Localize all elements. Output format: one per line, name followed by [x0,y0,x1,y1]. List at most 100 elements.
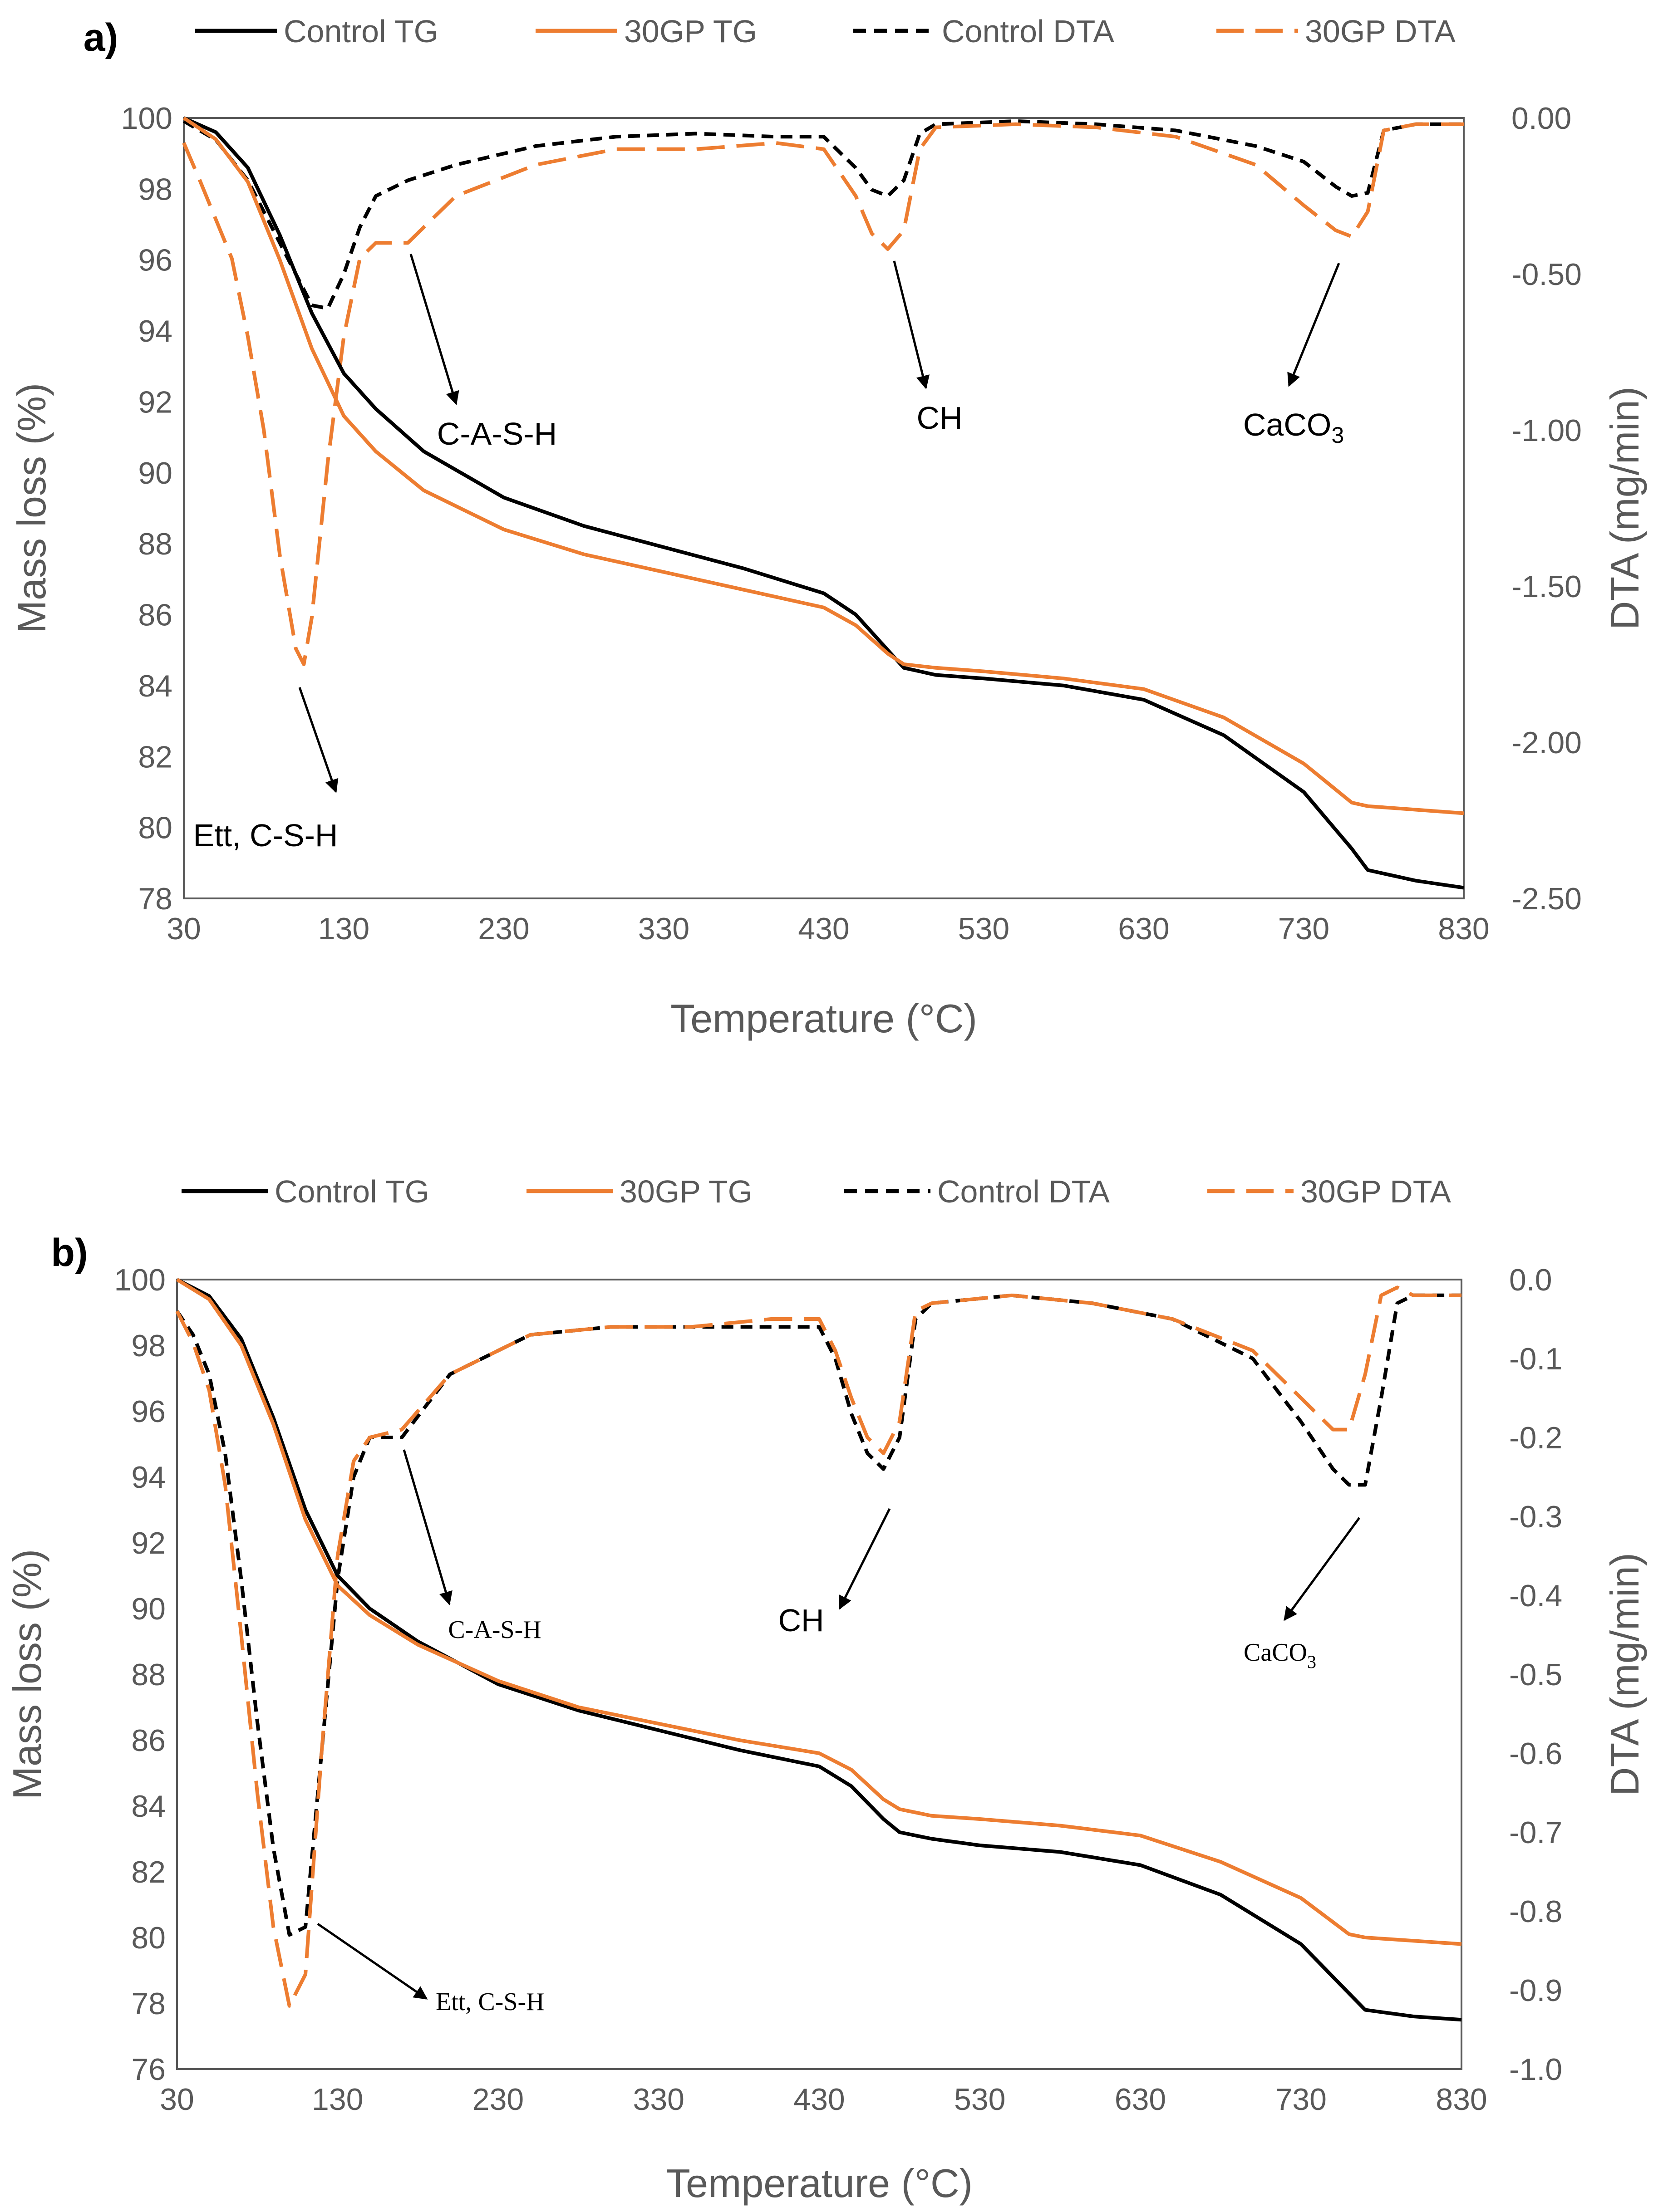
y-tick-label: 96 [138,243,172,278]
x-tick-label: 830 [1436,2082,1487,2117]
x-tick-label: 230 [472,2082,524,2117]
x-tick-label: 730 [1275,2082,1327,2117]
y-tick-label: 100 [114,1263,166,1297]
panel-a-series [182,116,1464,890]
panel-a-y2-ticks: -2.50 -2.00 -1.50 -1.00 -0.50 0.00 [1511,101,1582,916]
legend-b-gp-dta: 30GP DTA [1300,1174,1451,1209]
x-tick-label: 30 [160,2082,194,2117]
annotation-arrow [1287,263,1340,387]
y-tick-label: 98 [131,1329,166,1363]
series-line-control-dta [175,1293,1461,1937]
y-tick-label: 90 [131,1592,166,1626]
series-line-control-dta [182,119,1464,310]
y-tick-label: 100 [121,101,172,136]
x-tick-label: 130 [312,2082,363,2117]
annotation-label: Ett, C-S-H [436,1988,545,2016]
y2-tick-label: -0.6 [1509,1736,1562,1771]
panel-a-x-ticks: 30 130 230 330 430 530 630 730 830 [167,912,1490,946]
legend-a-gp-tg: 30GP TG [624,14,757,49]
y2-tick-label: -1.0 [1509,2052,1562,2087]
x-tick-label: 430 [793,2082,845,2117]
annotation-arrow [409,254,459,405]
y2-tick-label: -1.50 [1511,569,1582,604]
y2-tick-label: -0.8 [1509,1894,1562,1929]
y-tick-label: 98 [138,172,172,206]
panel-a-y-ticks: 78 80 82 84 86 88 90 92 94 96 98 100 [121,101,172,916]
legend-a-control-tg: Control TG [284,14,438,49]
y-tick-label: 88 [131,1658,166,1692]
panel-b-y2-title: DTA (mg/min) [1602,1553,1647,1796]
panel-a: a) Control TG 30GP TG Control DTA 30GP D… [9,14,1647,1041]
annotation-arrow [893,260,930,389]
y-tick-label: 90 [138,456,172,490]
panel-a-legend: Control TG 30GP TG Control DTA 30GP DTA [195,14,1456,49]
annotation-arrow [298,687,339,793]
y-tick-label: 82 [131,1855,166,1889]
annotation-label: CH [778,1603,824,1638]
y2-tick-label: -0.2 [1509,1421,1562,1455]
y-tick-label: 78 [138,882,172,916]
annotation-label: CaCO3 [1244,1638,1316,1672]
panel-b-annotations: Ett, C-S-H C-A-S-H CH CaCO3 [317,1449,1361,2016]
panel-b-letter: b) [51,1231,88,1275]
x-tick-label: 330 [638,912,689,946]
annotation-label: C-A-S-H [437,416,557,451]
y2-tick-label: -0.9 [1509,1973,1562,2008]
y-tick-label: 84 [138,669,172,703]
y2-tick-label: -0.1 [1509,1342,1562,1376]
x-tick-label: 330 [633,2082,684,2117]
annotation-label: CaCO3 [1243,407,1344,448]
panel-b-y-ticks: 76 78 80 82 84 86 88 90 92 94 96 98 100 [114,1263,166,2087]
panel-a-x-title: Temperature (°C) [670,996,977,1041]
legend-a-gp-dta: 30GP DTA [1305,14,1456,49]
y2-tick-label: -0.7 [1509,1815,1562,1850]
legend-b-control-tg: Control TG [275,1174,429,1209]
legend-b-control-dta: Control DTA [937,1174,1110,1209]
panel-a-letter: a) [84,16,118,59]
y2-tick-label: 0.0 [1509,1263,1552,1297]
series-line-30gp-dta [182,122,1464,666]
series-line-control-tg [183,116,1464,890]
annotation-label: C-A-S-H [448,1616,541,1644]
y2-tick-label: -0.5 [1509,1658,1562,1692]
x-tick-label: 630 [1118,912,1169,946]
panel-b-x-title: Temperature (°C) [666,2161,973,2206]
x-tick-label: 630 [1115,2082,1166,2117]
series-line-30gp-dta [175,1285,1461,2008]
panel-b-x-ticks: 30 130 230 330 430 530 630 730 830 [160,2082,1487,2117]
annotation-arrow [838,1508,891,1610]
y-tick-label: 94 [138,314,172,348]
annotation-arrow [403,1449,453,1605]
plot-area-a [183,117,1465,899]
y2-tick-label: -0.50 [1511,257,1582,292]
panel-b-series [175,1278,1462,2022]
x-tick-label: 530 [958,912,1009,946]
panel-a-y-title: Mass loss (%) [9,383,54,634]
series-line-30gp-tg [182,116,1464,815]
annotation-arrow [1283,1517,1361,1621]
annotation-label: CH [916,400,962,436]
y-tick-label: 86 [131,1723,166,1758]
x-tick-label: 830 [1438,912,1489,946]
panel-b: b) Control TG 30GP TG Control DTA 30GP D… [5,1174,1647,2206]
series-line-30gp-tg [176,1278,1462,1946]
y2-tick-label: -2.50 [1511,882,1582,916]
y-tick-label: 82 [138,740,172,774]
legend-a-control-dta: Control DTA [942,14,1114,49]
x-tick-label: 230 [478,912,529,946]
annotation-arrow [317,1923,428,2000]
y-tick-label: 92 [131,1526,166,1560]
y2-tick-label: -1.00 [1511,413,1582,448]
x-tick-label: 30 [167,912,201,946]
x-tick-label: 530 [954,2082,1005,2117]
series-line-control-tg [176,1278,1462,2022]
y-tick-label: 86 [138,598,172,633]
y2-tick-label: -2.00 [1511,726,1582,760]
y2-tick-label: 0.00 [1511,101,1571,136]
panel-b-legend: Control TG 30GP TG Control DTA 30GP DTA [182,1174,1451,1209]
y-tick-label: 80 [138,811,172,845]
x-tick-label: 130 [318,912,369,946]
y-tick-label: 76 [131,2052,166,2087]
panel-a-annotations: Ett, C-S-H C-A-S-H CH CaCO3 [193,254,1344,853]
